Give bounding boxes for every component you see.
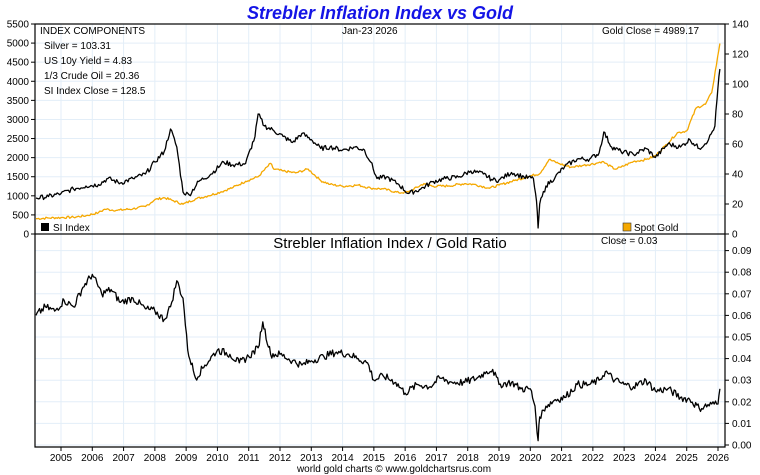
legend-spot-gold: Spot Gold [622,222,678,234]
x-tick-label: 2026 [707,453,730,464]
legend-swatch-gold [622,222,632,232]
footer-credit: world gold charts © www.goldchartsrus.co… [296,464,491,475]
legend-label-gold: Spot Gold [634,223,678,234]
right-tick-label: 140 [732,20,749,31]
x-tick-label: 2011 [238,453,260,464]
series-layer [35,43,721,442]
right-tick-label: 60 [732,140,744,151]
component-crude: 1/3 Crude Oil = 20.36 [44,71,140,82]
x-tick-label: 2024 [644,453,667,464]
ratio-tick-label: 0.09 [732,246,752,257]
x-tick-label: 2013 [300,453,323,464]
right-tick-label: 20 [732,200,744,211]
x-tick-label: 2016 [394,453,417,464]
ratio-tick-label: 0.05 [732,333,752,344]
left-tick-label: 4000 [7,77,30,88]
right-tick-label: 40 [732,170,744,181]
series-si-index [35,68,721,229]
x-tick-label: 2023 [613,453,636,464]
x-tick-label: 2008 [144,453,167,464]
right-tick-label: 80 [732,110,744,121]
grid [35,24,725,447]
x-tick-label: 2021 [550,453,573,464]
ratio-tick-label: 0.07 [732,289,752,300]
legend-swatch-si [41,223,49,231]
ratio-close-label: Close = 0.03 [601,236,658,247]
left-tick-label: 5500 [7,20,30,31]
series-spot-gold [36,43,721,221]
right-tick-label: 120 [732,50,749,61]
series-ratio [35,273,721,442]
x-tick-label: 2009 [175,453,198,464]
left-tick-label: 4500 [7,58,30,69]
ratio-tick-label: 0.00 [732,441,752,452]
ratio-tick-label: 0.03 [732,376,752,387]
component-silver: Silver = 103.31 [44,41,111,52]
left-tick-label: 5000 [7,39,30,50]
ratio-title: Strebler Inflation Index / Gold Ratio [273,235,506,252]
ratio-tick-label: 0.08 [732,268,752,279]
left-tick-label: 0 [23,230,29,241]
x-tick-label: 2019 [488,453,511,464]
ratio-tick-label: 0.01 [732,419,752,430]
x-tick-label: 2012 [269,453,292,464]
component-si-close: SI Index Close = 128.5 [44,86,146,97]
x-tick-label: 2018 [457,453,480,464]
x-tick-label: 2020 [519,453,542,464]
x-tick-label: 2025 [676,453,699,464]
date-label: Jan-23 2026 [342,26,398,37]
chart-title: Strebler Inflation Index vs Gold [247,3,514,23]
x-tick-label: 2015 [363,453,386,464]
component-us10y: US 10y Yield = 4.83 [44,56,133,67]
axes: 2005 2006 2007 2008 2009 2010 2011 2012 2013 2014… [7,20,752,465]
ratio-tick-label: 0.06 [732,311,752,322]
left-tick-label: 3500 [7,96,30,107]
components-header: INDEX COMPONENTS [40,26,145,37]
legend-label-si: SI Index [53,223,90,234]
bottom-panel-frame [34,234,726,448]
x-tick-label: 2007 [112,453,135,464]
x-tick-label: 2005 [50,453,73,464]
x-tick-label: 2010 [206,453,229,464]
legend-si-index: SI Index [41,223,90,234]
left-tick-label: 1500 [7,172,30,183]
x-tick-label: 2017 [425,453,448,464]
gold-close-label: Gold Close = 4989.17 [602,26,699,37]
left-tick-label: 500 [12,210,29,221]
components-box: INDEX COMPONENTS Silver = 103.31 US 10y … [40,26,146,97]
x-tick-label: 2006 [81,453,104,464]
left-tick-label: 2000 [7,153,30,164]
x-tick-label: 2022 [582,453,605,464]
right-tick-label: 100 [732,80,749,91]
left-tick-label: 1000 [7,191,30,202]
left-tick-label: 2500 [7,134,30,145]
x-tick-label: 2014 [331,453,354,464]
right-tick-label: 0 [732,230,738,241]
top-panel-frame [34,23,726,235]
ratio-tick-label: 0.02 [732,397,752,408]
ratio-tick-label: 0.04 [732,354,752,365]
left-tick-label: 3000 [7,115,30,126]
